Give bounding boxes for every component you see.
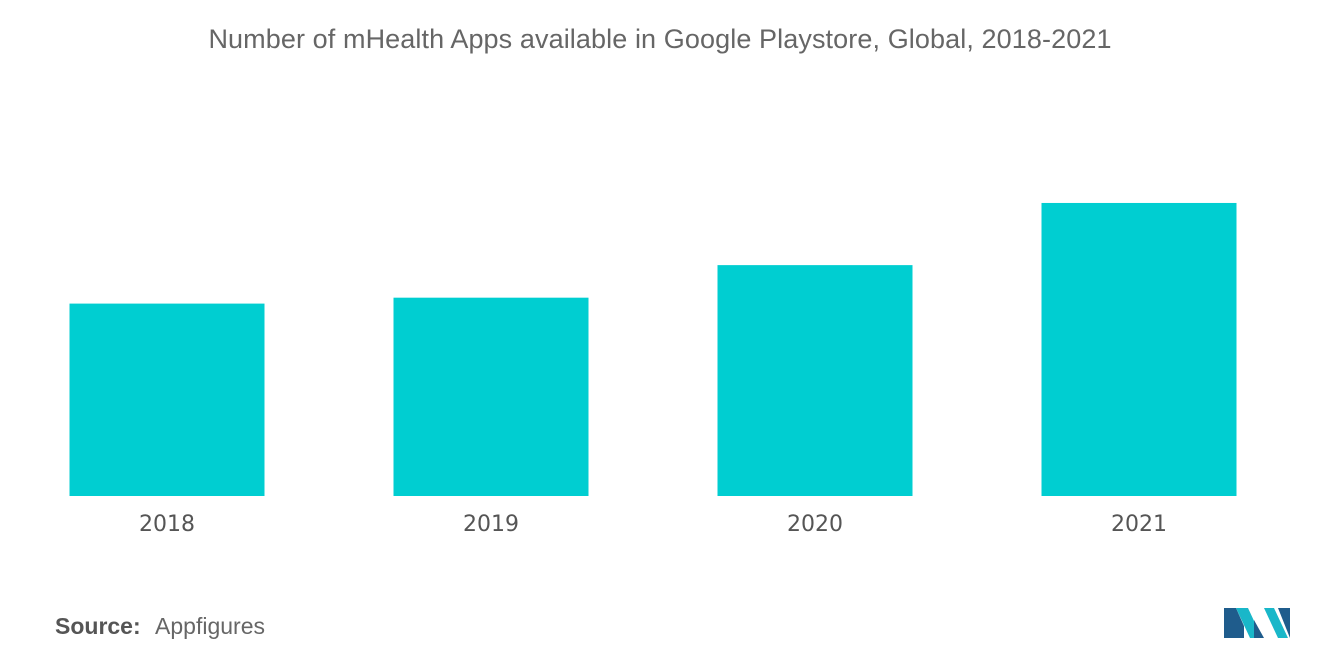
x-tick-label-2018: 2018 xyxy=(139,512,195,537)
chart-title: Number of mHealth Apps available in Goog… xyxy=(208,24,1112,54)
bar-2018 xyxy=(69,303,265,496)
x-tick-label-2020: 2020 xyxy=(787,512,843,537)
source-label: Source: xyxy=(55,613,141,639)
mordor-intelligence-logo-icon xyxy=(1224,608,1290,638)
bar-2021 xyxy=(1041,202,1237,496)
bar-2020 xyxy=(717,265,913,496)
source-note: Source: Appfigures xyxy=(55,613,265,640)
source-value: Appfigures xyxy=(155,613,265,639)
x-tick-label-2021: 2021 xyxy=(1111,512,1167,537)
bar-2019 xyxy=(393,297,589,496)
x-tick-label-2019: 2019 xyxy=(463,512,519,537)
